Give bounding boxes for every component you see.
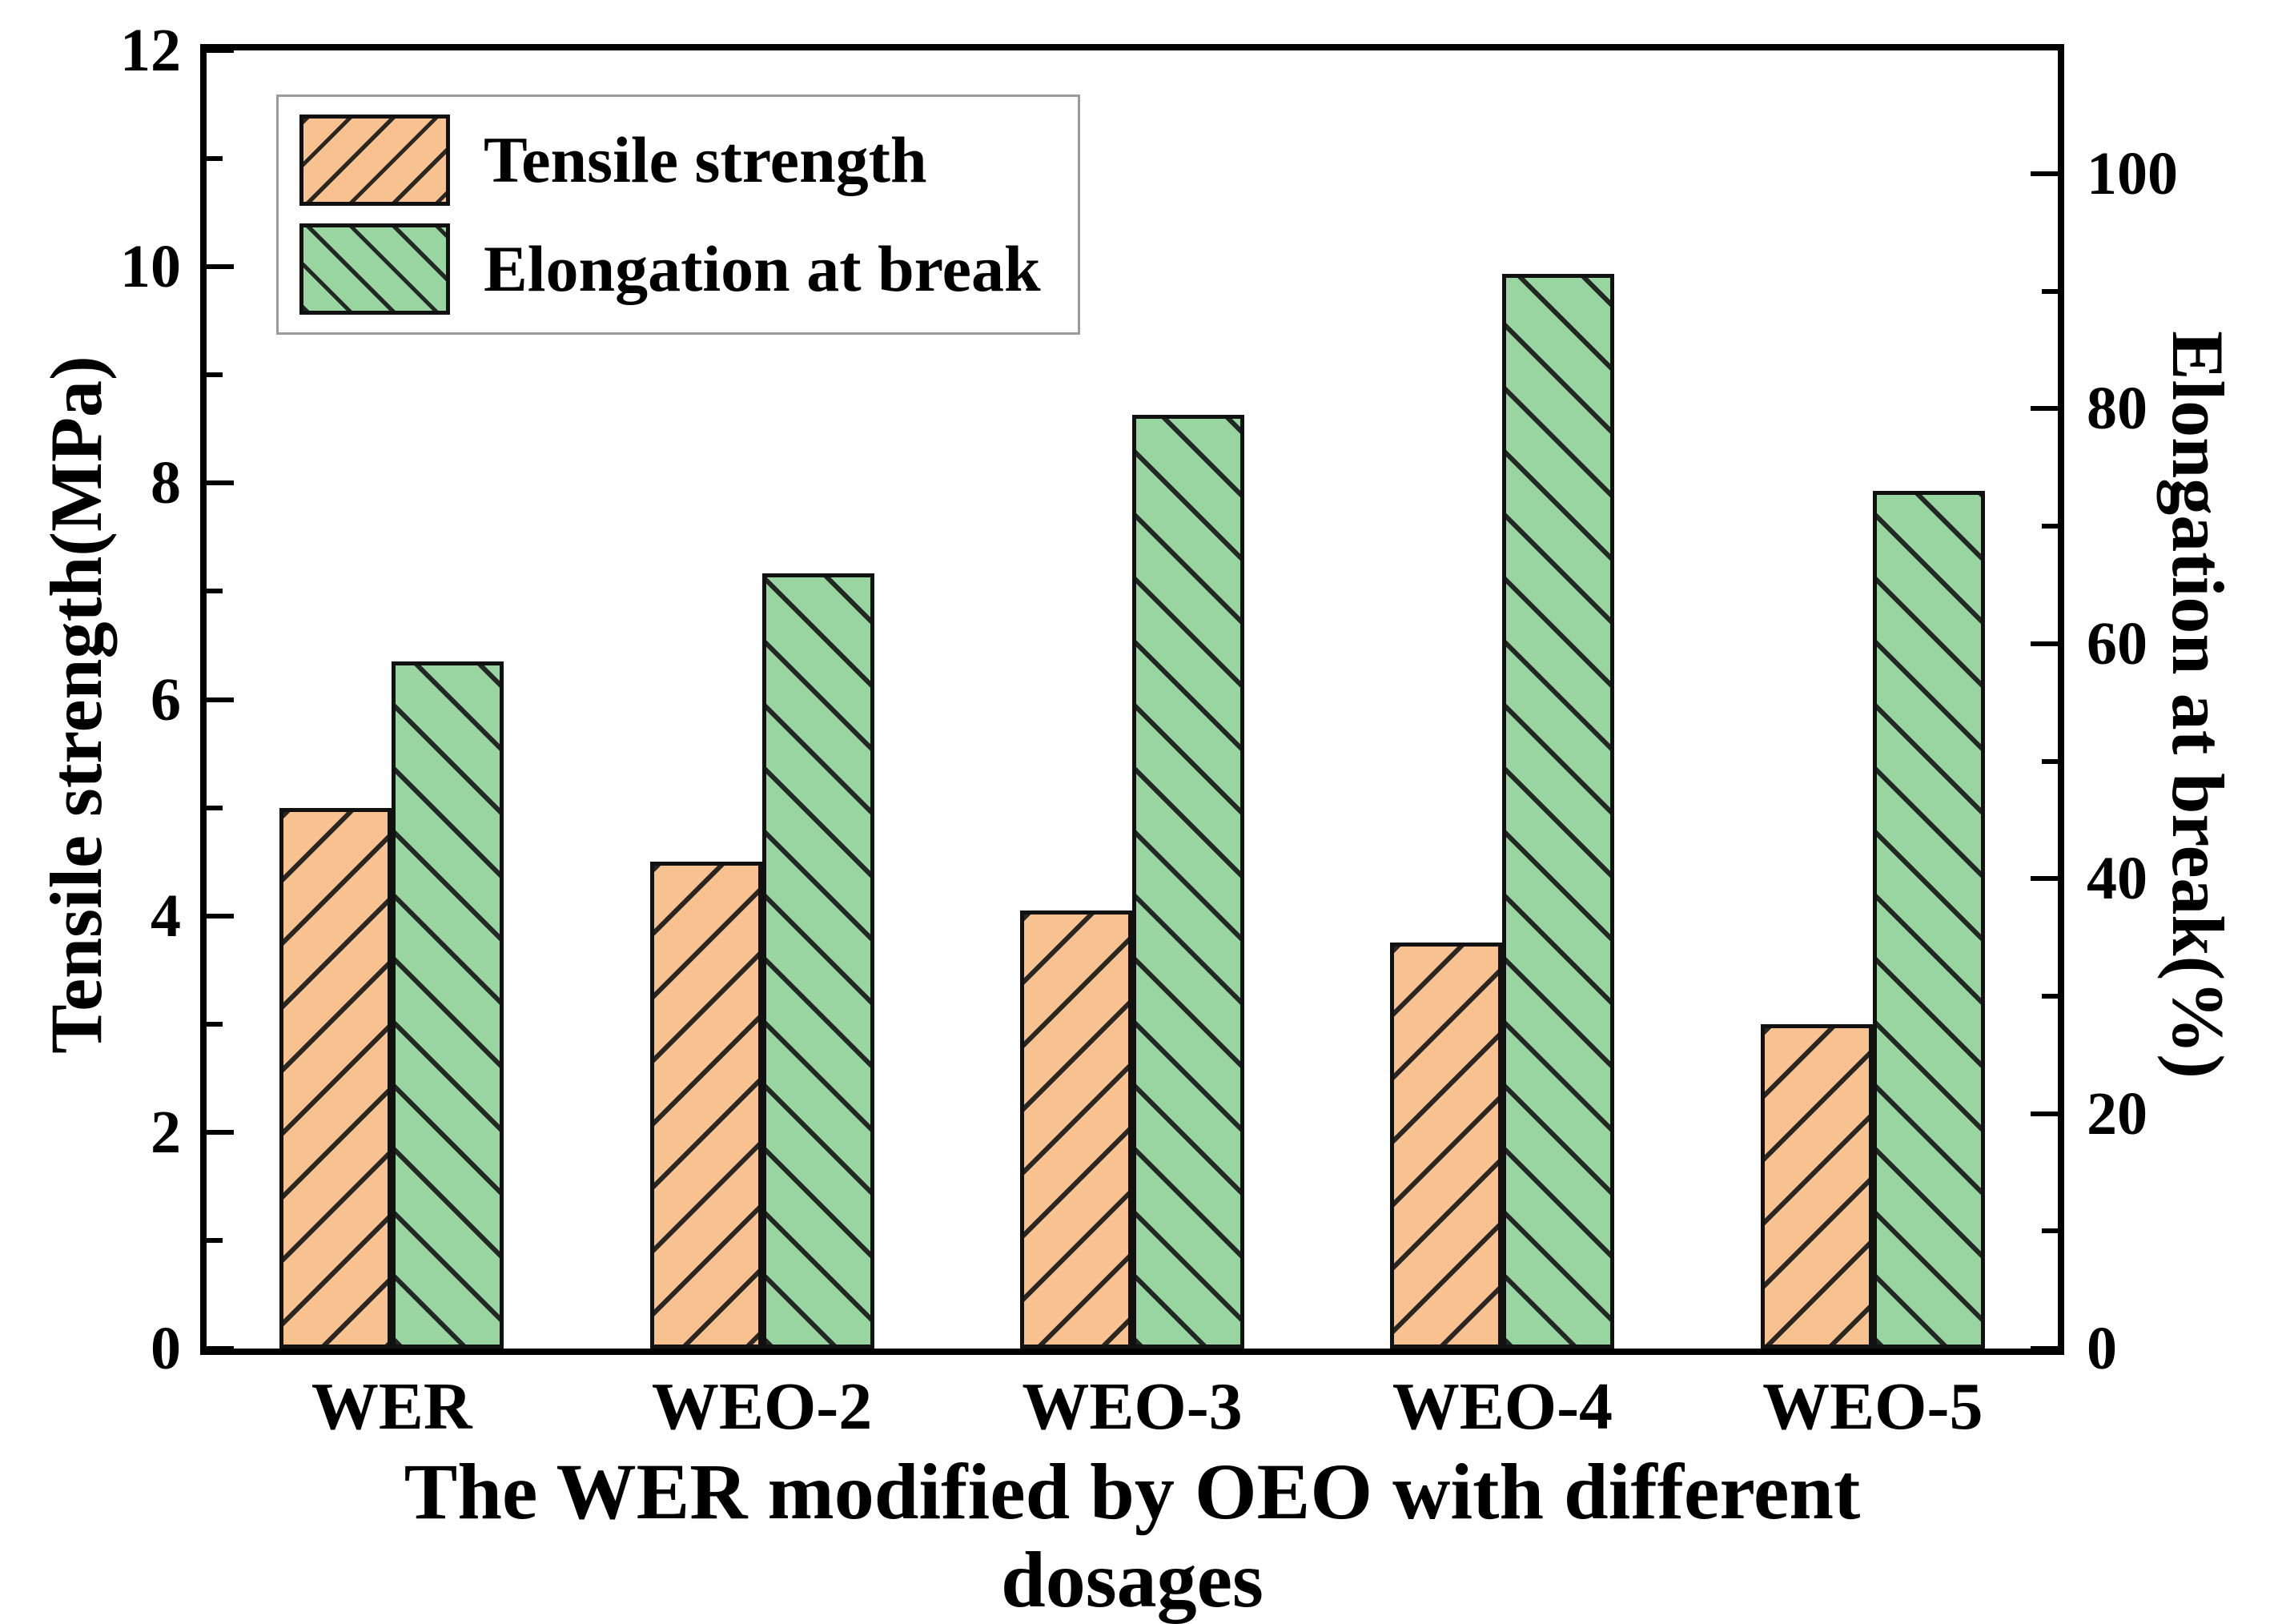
left-axis-major-tick <box>207 264 234 270</box>
chart-layer: 0 2 4 6 8 10 12 0 20 40 60 80 100 WER WEO-2 WEO-3 WEO-4 W… <box>120 17 2178 1444</box>
right-axis-major-tick <box>2031 876 2058 882</box>
left-axis-major-tick <box>207 48 234 53</box>
right-axis-major-tick <box>2031 1346 2058 1351</box>
right-axis-tick-label: 40 <box>2087 845 2147 913</box>
left-axis-tick-label: 12 <box>120 17 181 84</box>
x-tick-label-WEO-3: WEO-3 <box>1022 1369 1243 1444</box>
right-axis-tick-label: 60 <box>2087 609 2147 677</box>
left-axis-minor-tick <box>207 1021 223 1027</box>
left-axis-minor-tick <box>207 589 223 594</box>
x-tick-label-WEO-5: WEO-5 <box>1762 1369 1983 1444</box>
right-axis-minor-tick <box>2042 524 2058 529</box>
tensile-hatch-swatch-icon <box>299 115 450 206</box>
legend-label-tensile: Tensile strength <box>484 123 927 196</box>
bar-elongation-WEO-2 <box>761 573 874 1349</box>
left-axis-major-tick <box>207 913 234 919</box>
right-axis-minor-tick <box>2042 993 2058 999</box>
left-axis-minor-tick <box>207 1237 223 1243</box>
left-axis-minor-tick <box>207 156 223 162</box>
legend-label-elongation: Elongation at break <box>484 232 1041 305</box>
x-tick-label-WER: WER <box>311 1369 472 1444</box>
left-axis-major-tick <box>207 1129 234 1135</box>
right-axis-tick-label: 20 <box>2087 1079 2147 1148</box>
left-axis-minor-tick <box>207 805 223 810</box>
right-axis-minor-tick <box>2042 758 2058 764</box>
left-axis-major-tick <box>207 697 234 702</box>
elongation-hatch-swatch-icon <box>299 223 450 315</box>
right-axis-major-tick <box>2031 171 2058 177</box>
bar-tensile-WEO-2 <box>649 862 762 1349</box>
bar-elongation-WEO-4 <box>1502 273 1615 1349</box>
x-tick-label-WEO-4: WEO-4 <box>1392 1369 1613 1444</box>
left-axis-tick-label: 6 <box>151 665 181 734</box>
left-axis-major-tick <box>207 480 234 486</box>
right-axis-minor-tick <box>2042 1228 2058 1234</box>
left-axis-tick-label: 8 <box>151 449 181 517</box>
right-axis-tick-label: 100 <box>2087 140 2178 208</box>
bar-tensile-WEO-3 <box>1020 910 1132 1349</box>
bar-tensile-WER <box>279 807 392 1349</box>
left-axis-tick-label: 0 <box>151 1315 181 1382</box>
bar-elongation-WEO-5 <box>1872 491 1985 1349</box>
bar-elongation-WER <box>392 661 504 1349</box>
right-axis-major-tick <box>2031 641 2058 646</box>
legend-item-tensile: Tensile strength <box>299 115 1041 206</box>
right-axis-tick-label: 80 <box>2087 375 2147 443</box>
right-axis-major-tick <box>2031 406 2058 412</box>
left-axis-major-tick <box>207 1346 234 1351</box>
right-axis-major-tick <box>2031 1111 2058 1116</box>
left-axis-title: Tensile strength(MPa) <box>35 356 117 1054</box>
left-axis-minor-tick <box>207 372 223 378</box>
left-axis-tick-label: 10 <box>120 233 181 301</box>
legend-box: Tensile strength Elongation at break <box>276 94 1080 335</box>
right-axis-minor-tick <box>2042 288 2058 294</box>
bar-tensile-WEO-4 <box>1390 943 1503 1349</box>
right-axis-tick-label: 0 <box>2087 1315 2117 1382</box>
x-tick-label-WEO-2: WEO-2 <box>651 1369 873 1444</box>
bar-elongation-WEO-3 <box>1132 414 1244 1349</box>
right-axis-title: Elongation at break(%) <box>2157 331 2239 1079</box>
left-axis-tick-label: 4 <box>151 882 181 950</box>
bar-tensile-WEO-5 <box>1760 1023 1873 1349</box>
left-axis-tick-label: 2 <box>151 1098 181 1166</box>
legend-item-elongation: Elongation at break <box>299 223 1041 315</box>
x-axis-title: The WER modified by OEO with different d… <box>404 1447 1861 1624</box>
